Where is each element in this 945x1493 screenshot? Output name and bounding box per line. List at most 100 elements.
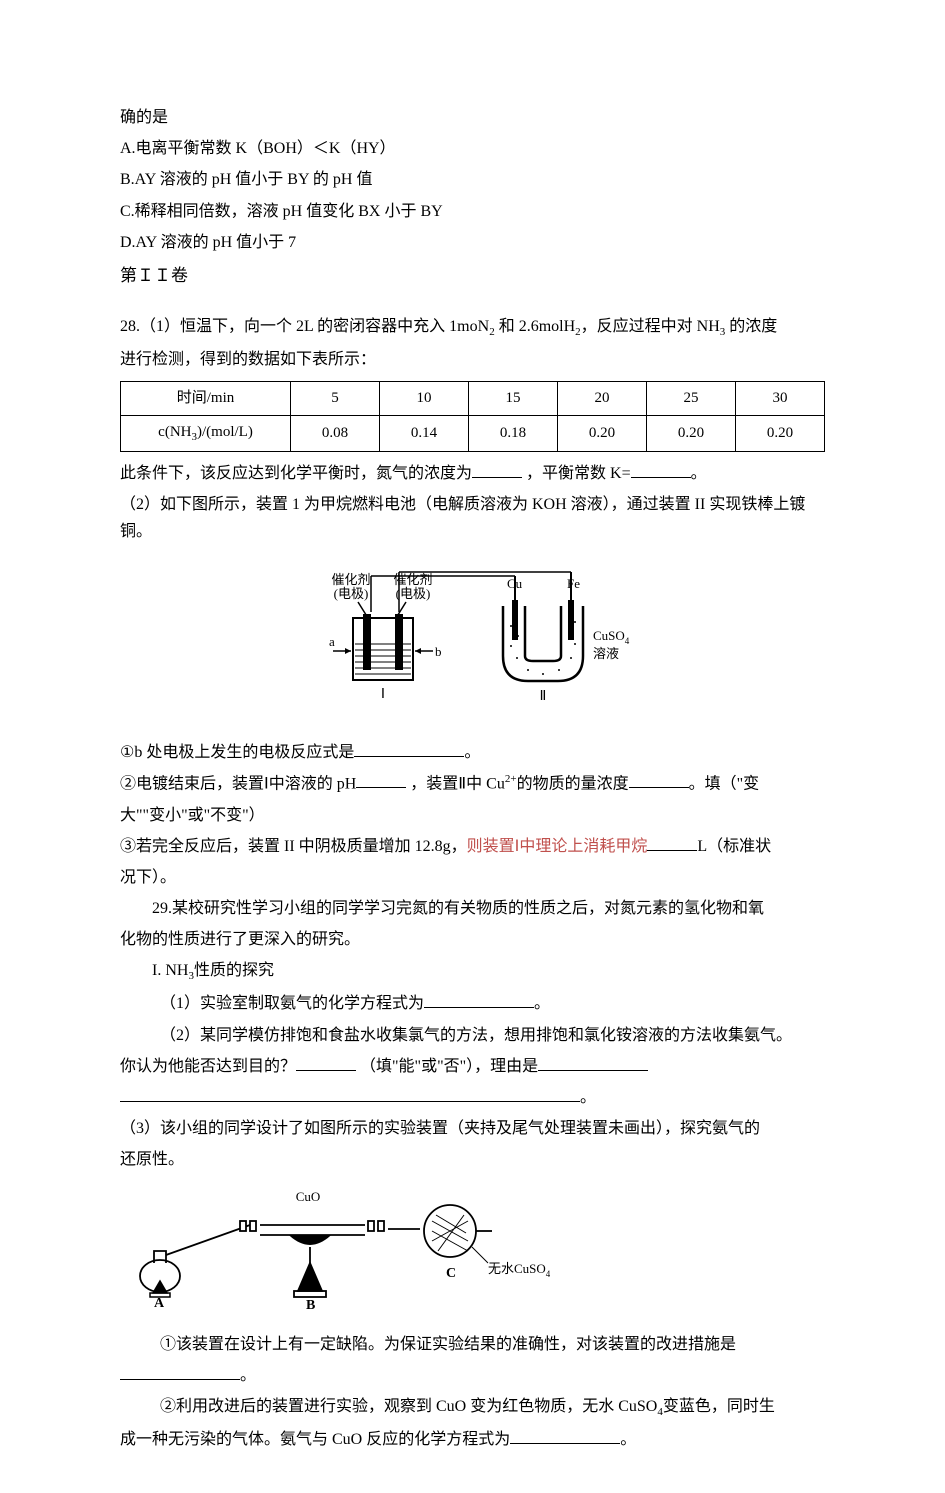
text: ②利用改进后的装置进行实验，观察到 CuO 变为红色物质，无水 CuSO [160, 1398, 657, 1415]
text: 。 [691, 465, 707, 482]
option-a: A.电离平衡常数 K（BOH）＜K（HY） [120, 135, 825, 162]
label-solution: 溶液 [593, 646, 619, 661]
text: 的浓度 [729, 318, 777, 335]
text: 成一种无污染的气体。氨气与 CuO 反应的化学方程式为 [120, 1431, 510, 1448]
q29-q3d-line1: ②利用改进后的装置进行实验，观察到 CuO 变为红色物质，无水 CuSO4变蓝色… [120, 1393, 825, 1422]
q29-q3d-line2: 成一种无污染的气体。氨气与 CuO 反应的化学方程式为。 [120, 1426, 825, 1453]
blank [354, 741, 464, 757]
blank [538, 1055, 648, 1071]
td: 20 [558, 381, 647, 416]
blank [120, 1086, 580, 1102]
td: 0.20 [736, 416, 825, 452]
q29-q3-line1: （3）该小组的同学设计了如图所示的实验装置（夹持及尾气处理装置未画出），探究氨气… [120, 1115, 825, 1142]
label-b: B [306, 1298, 315, 1311]
table-row-values: c(NH3)/(mol/L) 0.08 0.14 0.18 0.20 0.20 … [121, 416, 825, 452]
q29-q3c-line2: 。 [120, 1362, 825, 1389]
text: 况下）。 [120, 869, 176, 886]
label-device-1: Ⅰ [380, 687, 384, 702]
td: 0.18 [469, 416, 558, 452]
q29-q3c-line1: ①该装置在设计上有一定缺陷。为保证实验结果的准确性，对该装置的改进措施是 [120, 1331, 825, 1358]
blank [356, 772, 406, 788]
blank [631, 462, 691, 478]
blank [510, 1428, 620, 1444]
q28-after-table: 此条件下，该反应达到化学平衡时，氮气的浓度为 ，平衡常数 K=。 [120, 460, 825, 487]
label-b: b [435, 644, 442, 659]
td: 5 [291, 381, 380, 416]
text: 。 [534, 995, 550, 1012]
q29-q3-line2: 还原性。 [120, 1146, 825, 1173]
label-electrode-right: (电极) [395, 586, 430, 601]
text: A.电离平衡常数 K（BOH）＜K（HY） [120, 140, 396, 157]
td: 15 [469, 381, 558, 416]
q29-figure: CuO [120, 1181, 825, 1320]
q29-q1: （1）实验室制取氨气的化学方程式为。 [120, 990, 825, 1017]
stem-continuation: 确的是 [120, 104, 825, 131]
q28-sub2-line2: 大""变小"或"不变"） [120, 802, 825, 829]
text: 大""变小"或"不变"） [120, 807, 265, 824]
q29-q2-line1: （2）某同学模仿排饱和食盐水收集氯气的方法，想用排饱和氯化铵溶液的方法收集氨气。 [120, 1022, 825, 1049]
q29-stem-line2: 化物的性质进行了更深入的研究。 [120, 926, 825, 953]
blank [472, 462, 522, 478]
text: ①该装置在设计上有一定缺陷。为保证实验结果的准确性，对该装置的改进措施是 [160, 1336, 736, 1353]
text: 。 [464, 744, 480, 761]
q28-sub3-line2: 况下）。 [120, 864, 825, 891]
td: 0.20 [558, 416, 647, 452]
td: 0.08 [291, 416, 380, 452]
td: 30 [736, 381, 825, 416]
text: ，装置Ⅱ中 Cu [410, 775, 505, 792]
text: （2）如下图所示，装置 1 为甲烷燃料电池（电解质溶液为 KOH 溶液），通过装… [120, 496, 691, 513]
blank [629, 772, 689, 788]
option-c: C.稀释相同倍数，溶液 pH 值变化 BX 小于 BY [120, 198, 825, 225]
q28-sub2-line1: ②电镀结束后，装置Ⅰ中溶液的 pH ，装置Ⅱ中 Cu2+的物质的量浓度。填（"变 [120, 770, 825, 798]
text: 。 [580, 1089, 596, 1106]
q28-stem-line1: 28.（1）恒温下，向一个 2L 的密闭容器中充入 1moN2 和 2.6mol… [120, 313, 825, 342]
text: 。填（"变 [689, 775, 760, 792]
q29-q2-line2: 你认为他能否达到目的？ （填"能"或"否"），理由是 [120, 1053, 825, 1080]
text: 你认为他能否达到目的？ [120, 1058, 296, 1075]
q28-part2-line1: （2）如下图所示，装置 1 为甲烷燃料电池（电解质溶液为 KOH 溶液），通过装… [120, 491, 825, 545]
apparatus2-svg: CuO [120, 1181, 550, 1311]
q29-part-i: I. NH3性质的探究 [120, 957, 825, 986]
text: 进行检测，得到的数据如下表所示： [120, 351, 376, 368]
text: I. NH [152, 962, 188, 979]
text: 确的是 [120, 109, 168, 126]
text: ③若完全反应后，装置 II 中阴极质量增加 12.8g， [120, 838, 467, 855]
text: ①b 处电极上发生的电极反应式是 [120, 744, 354, 761]
td: 0.14 [380, 416, 469, 452]
td: 10 [380, 381, 469, 416]
label-device-2: Ⅱ [539, 689, 546, 704]
text: ②电镀结束后，装置Ⅰ中溶液的 pH [120, 775, 356, 792]
q28-table: 时间/min 5 10 15 20 25 30 c(NH3)/(mol/L) 0… [120, 381, 825, 452]
th-conc: c(NH3)/(mol/L) [121, 416, 291, 452]
option-d: D.AY 溶液的 pH 值小于 7 [120, 229, 825, 256]
td: 25 [647, 381, 736, 416]
text: （3）该小组的同学设计了如图所示的实验装置（夹持及尾气处理装置未画出），探究氨气… [120, 1120, 760, 1137]
label-catalyst-left: 催化剂 [331, 572, 370, 587]
blank [424, 992, 534, 1008]
text: 还原性。 [120, 1151, 184, 1168]
label-a: A [154, 1296, 165, 1311]
text: 化物的性质进行了更深入的研究。 [120, 931, 360, 948]
label-cuo: CuO [296, 1189, 321, 1204]
text: 和 2.6mol [499, 318, 564, 335]
text: 29.某校研究性学习小组的同学学习完氮的有关物质的性质之后，对氮元素的氢化物和氧 [152, 900, 764, 917]
text: （填"能"或"否"），理由是 [360, 1058, 538, 1075]
text: 此条件下，该反应达到化学平衡时，氮气的浓度为 [120, 465, 472, 482]
q28-stem-line2: 进行检测，得到的数据如下表所示： [120, 346, 825, 373]
q28-sub3-line1: ③若完全反应后，装置 II 中阴极质量增加 12.8g，则装置Ⅰ中理论上消耗甲烷… [120, 833, 825, 860]
text: D.AY 溶液的 pH 值小于 7 [120, 234, 296, 251]
blank [120, 1364, 240, 1380]
table-row-header: 时间/min 5 10 15 20 25 30 [121, 381, 825, 416]
apparatus-svg: 催化剂 (电极) 催化剂 (电极) a [303, 566, 643, 716]
q29-stem-line1: 29.某校研究性学习小组的同学学习完氮的有关物质的性质之后，对氮元素的氢化物和氧 [120, 895, 825, 922]
blank [296, 1055, 356, 1071]
label-c: C [446, 1266, 456, 1281]
td: 0.20 [647, 416, 736, 452]
q28-figure: 催化剂 (电极) 催化剂 (电极) a [120, 566, 825, 725]
text: C.稀释相同倍数，溶液 pH 值变化 BX 小于 BY [120, 203, 443, 220]
text: ，反应过程中对 N [581, 318, 709, 335]
text: 28.（1）恒温下，向一个 2L 的密闭容器中充入 1mo [120, 318, 478, 335]
label-electrode-left: (电极) [333, 586, 368, 601]
label-anhydrous-cuso4: 无水CuSO4 [488, 1261, 550, 1279]
text: 的物质的量浓度 [517, 775, 629, 792]
